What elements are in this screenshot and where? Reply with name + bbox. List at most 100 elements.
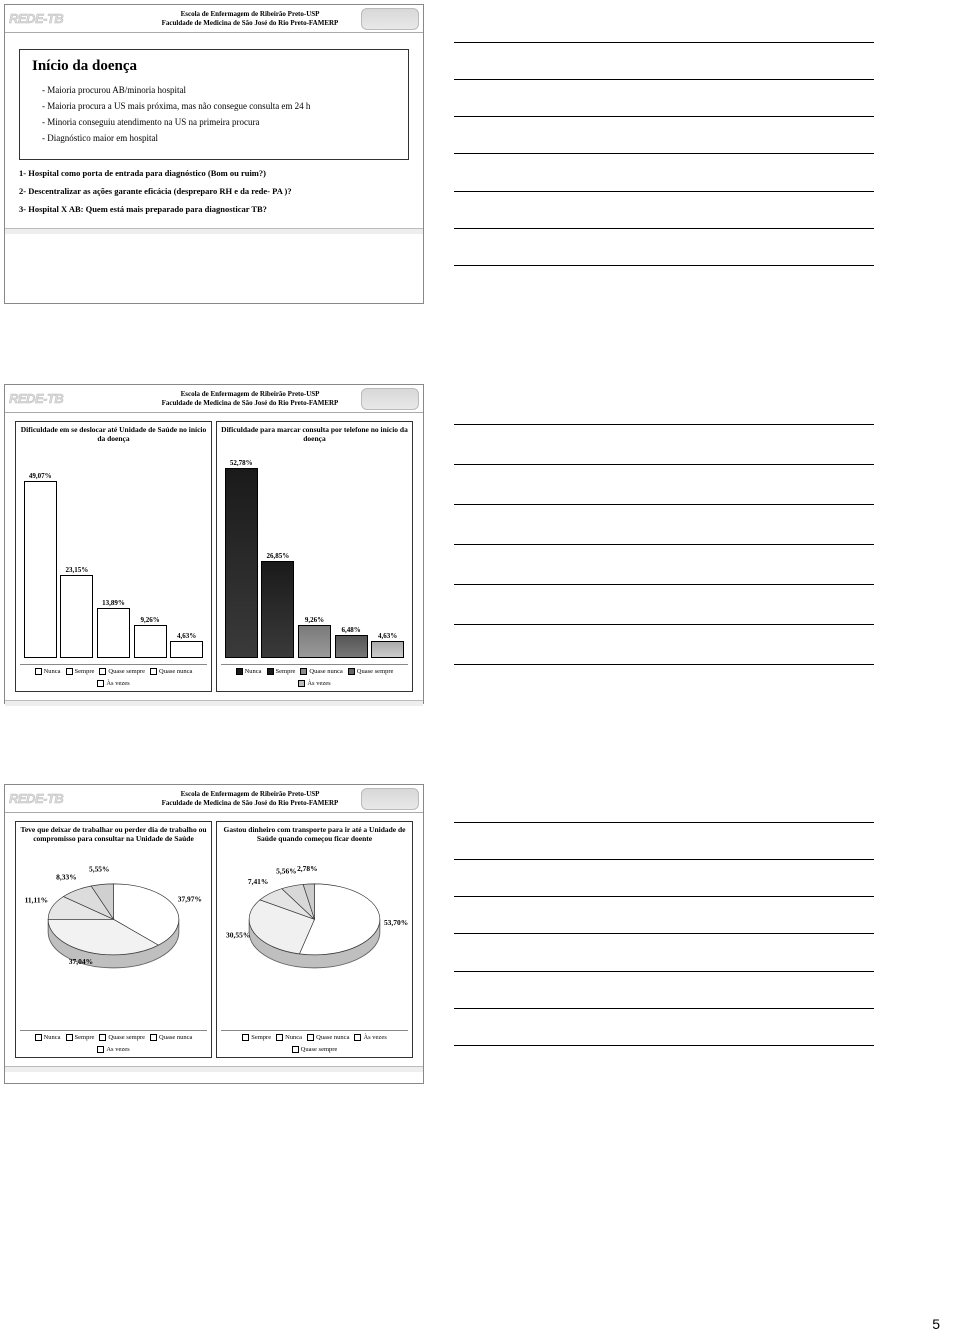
logo: REDE-TB bbox=[9, 8, 139, 30]
legend-swatch bbox=[99, 1034, 106, 1041]
note-line bbox=[454, 859, 874, 860]
legend-label: Às vezes bbox=[307, 680, 330, 687]
legend-label: Quase sempre bbox=[108, 1034, 145, 1041]
question: 3- Hospital X AB: Quem está mais prepara… bbox=[19, 204, 409, 214]
note-line bbox=[454, 504, 874, 505]
legend-label: Quase nunca bbox=[316, 1034, 349, 1041]
pie-slice-label: 5,55% bbox=[89, 865, 110, 874]
bar-value-label: 6,48% bbox=[341, 626, 360, 634]
legend-item: Nunca bbox=[35, 1034, 61, 1041]
legend-item: Às vezes bbox=[354, 1034, 386, 1041]
bar-rect bbox=[335, 635, 368, 658]
bullet: Diagnóstico maior em hospital bbox=[42, 133, 396, 143]
bar-value-label: 52,78% bbox=[230, 459, 253, 467]
pie-slice-label: 37,04% bbox=[69, 957, 93, 966]
legend-item: Sempre bbox=[267, 668, 296, 675]
legend-label: Sempre bbox=[75, 1034, 95, 1041]
legend-swatch bbox=[242, 1034, 249, 1041]
slide-header: REDE-TB Escola de Enfermagem de Ribeirão… bbox=[5, 5, 423, 33]
bar-value-label: 4,63% bbox=[177, 632, 196, 640]
bar-value-label: 9,26% bbox=[305, 616, 324, 624]
legend-item: Sempre bbox=[66, 668, 95, 675]
bar: 13,89% bbox=[97, 599, 130, 658]
legend-label: Sempre bbox=[251, 1034, 271, 1041]
legend-swatch bbox=[348, 668, 355, 675]
header-inst: Escola de Enfermagem de Ribeirão Preto-U… bbox=[139, 390, 361, 407]
legend-label: Sempre bbox=[276, 668, 296, 675]
bar: 9,26% bbox=[134, 616, 167, 658]
chart-title: Teve que deixar de trabalhar ou perder d… bbox=[20, 826, 207, 854]
inner-content-box: Início da doença Maioria procurou AB/min… bbox=[19, 49, 409, 160]
legend-label: Quase nunca bbox=[159, 668, 192, 675]
legend-item: Às vezes bbox=[97, 680, 129, 687]
legend-swatch bbox=[97, 1046, 104, 1053]
note-line bbox=[454, 822, 874, 823]
notes-lines bbox=[454, 384, 874, 704]
legend-label: Nunca bbox=[44, 1034, 61, 1041]
legend-swatch bbox=[35, 668, 42, 675]
legend-item: Quase sempre bbox=[99, 1034, 145, 1041]
logo: REDE-TB bbox=[9, 791, 63, 806]
legend-swatch bbox=[66, 668, 73, 675]
note-line bbox=[454, 896, 874, 897]
bar-rect bbox=[298, 625, 331, 658]
note-line bbox=[454, 42, 874, 43]
note-line bbox=[454, 153, 874, 154]
legend-label: Às vezes bbox=[363, 1034, 386, 1041]
legend-label: Sempre bbox=[75, 668, 95, 675]
legend-swatch bbox=[354, 1034, 361, 1041]
legend-swatch bbox=[150, 1034, 157, 1041]
bar-rect bbox=[261, 561, 294, 658]
legend-item: Quase sempre bbox=[99, 668, 145, 675]
bar: 6,48% bbox=[335, 626, 368, 658]
bar: 49,07% bbox=[24, 472, 57, 658]
slide-footer bbox=[5, 700, 423, 706]
note-line bbox=[454, 971, 874, 972]
legend-swatch bbox=[35, 1034, 42, 1041]
bar-rect bbox=[371, 641, 404, 658]
chart-title: Dificuldade em se deslocar até Unidade d… bbox=[20, 426, 207, 446]
legend-label: Quase sempre bbox=[108, 668, 145, 675]
legend-item: Nunca bbox=[236, 668, 262, 675]
legend-swatch bbox=[276, 1034, 283, 1041]
pie-slice-label: 8,33% bbox=[56, 873, 76, 882]
legend-item: Sempre bbox=[242, 1034, 271, 1041]
note-line bbox=[454, 424, 874, 425]
note-line bbox=[454, 1045, 874, 1046]
legend-label: Quase sempre bbox=[301, 1046, 338, 1053]
legend-label: Às vezes bbox=[106, 680, 129, 687]
legend-swatch bbox=[292, 1046, 299, 1053]
bar-chart-left: Dificuldade em se deslocar até Unidade d… bbox=[15, 421, 212, 692]
legend-item: Quase nunca bbox=[150, 1034, 192, 1041]
legend-label: Nunca bbox=[245, 668, 262, 675]
legend-item: Sempre bbox=[66, 1034, 95, 1041]
bar-value-label: 9,26% bbox=[140, 616, 159, 624]
bar: 52,78% bbox=[225, 459, 258, 658]
note-line bbox=[454, 584, 874, 585]
note-line bbox=[454, 624, 874, 625]
question: 2- Descentralizar as ações garante eficá… bbox=[19, 186, 409, 196]
bar: 23,15% bbox=[60, 566, 93, 658]
bar-rect bbox=[170, 641, 203, 658]
bar-rect bbox=[225, 468, 258, 658]
legend-item: Nunca bbox=[35, 668, 61, 675]
slide-1: REDE-TB Escola de Enfermagem de Ribeirão… bbox=[4, 4, 424, 304]
pie-svg: 53,70%30,55%7,41%5,56%2,78% bbox=[221, 854, 408, 994]
chart-title: Dificuldade para marcar consulta por tel… bbox=[221, 426, 408, 446]
legend-label: As vezes bbox=[106, 1046, 129, 1053]
note-line bbox=[454, 544, 874, 545]
legend-item: Nunca bbox=[276, 1034, 302, 1041]
legend-label: Quase sempre bbox=[357, 668, 394, 675]
legend-item: As vezes bbox=[97, 1046, 129, 1053]
note-line bbox=[454, 464, 874, 465]
legend-swatch bbox=[236, 668, 243, 675]
bar: 4,63% bbox=[371, 632, 404, 658]
logo: REDE-TB bbox=[9, 391, 63, 406]
bar-chart-right: Dificuldade para marcar consulta por tel… bbox=[216, 421, 413, 692]
note-line bbox=[454, 79, 874, 80]
notes-lines bbox=[454, 784, 874, 1084]
slide-footer bbox=[5, 228, 423, 234]
pie-slice-label: 5,56% bbox=[276, 867, 297, 876]
pie-slice-label: 53,70% bbox=[384, 918, 408, 927]
slide-footer bbox=[5, 1066, 423, 1072]
